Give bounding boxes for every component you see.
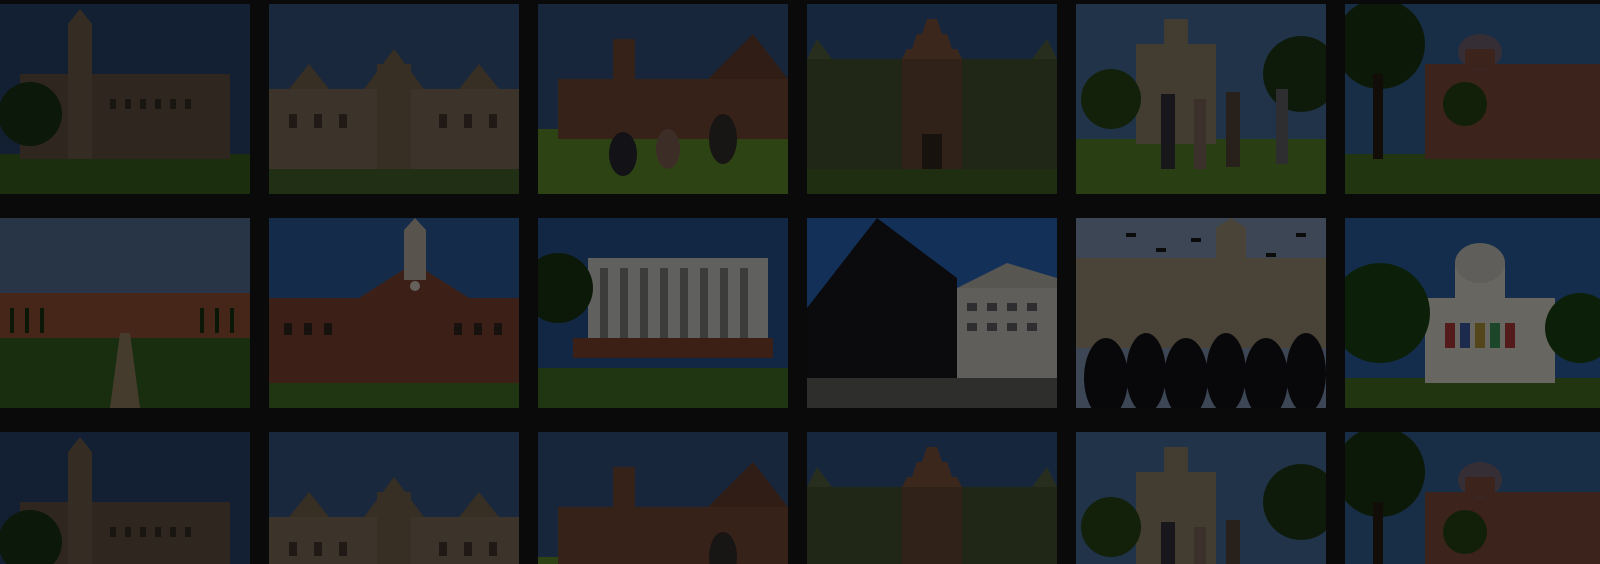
students-on-lawn-photo: [538, 4, 788, 194]
modern-angular-building-photo: [807, 218, 1057, 408]
photo-tile: [1076, 4, 1326, 194]
formal-garden-palace-photo: [0, 218, 250, 408]
photo-tile: [0, 4, 250, 194]
photo-tile: [0, 432, 250, 564]
photo-tile: [269, 218, 519, 408]
students-walking-campus-photo: [1076, 432, 1326, 564]
gothic-college-building-photo: [269, 4, 519, 194]
photo-tile: [1345, 4, 1600, 194]
domed-library-banners-photo: [1345, 218, 1600, 408]
stepped-gable-hall-photo: [807, 4, 1057, 194]
students-on-lawn-photo: [538, 432, 788, 564]
modern-columned-hall-photo: [538, 218, 788, 408]
photo-tile: [0, 218, 250, 408]
graduation-cap-toss-photo: [1076, 218, 1326, 408]
gothic-college-building-photo: [269, 432, 519, 564]
photo-tile: [807, 4, 1057, 194]
photo-tile: [538, 218, 788, 408]
photo-tile: [807, 432, 1057, 564]
students-walking-campus-photo: [1076, 4, 1326, 194]
photo-tile: [807, 218, 1057, 408]
photo-tile: [1345, 432, 1600, 564]
campus-clocktower-hall-photo: [0, 4, 250, 194]
campus-clocktower-hall-photo: [0, 432, 250, 564]
photo-tile: [269, 432, 519, 564]
photo-tile: [269, 4, 519, 194]
photo-tile: [538, 4, 788, 194]
red-brick-clocktower-photo: [269, 218, 519, 408]
photo-tile: [538, 432, 788, 564]
stepped-gable-hall-photo: [807, 432, 1057, 564]
domed-building-trees-photo: [1345, 4, 1600, 194]
domed-building-trees-photo: [1345, 432, 1600, 564]
photo-tile: [1076, 218, 1326, 408]
photo-tile: [1076, 432, 1326, 564]
photo-tile: [1345, 218, 1600, 408]
